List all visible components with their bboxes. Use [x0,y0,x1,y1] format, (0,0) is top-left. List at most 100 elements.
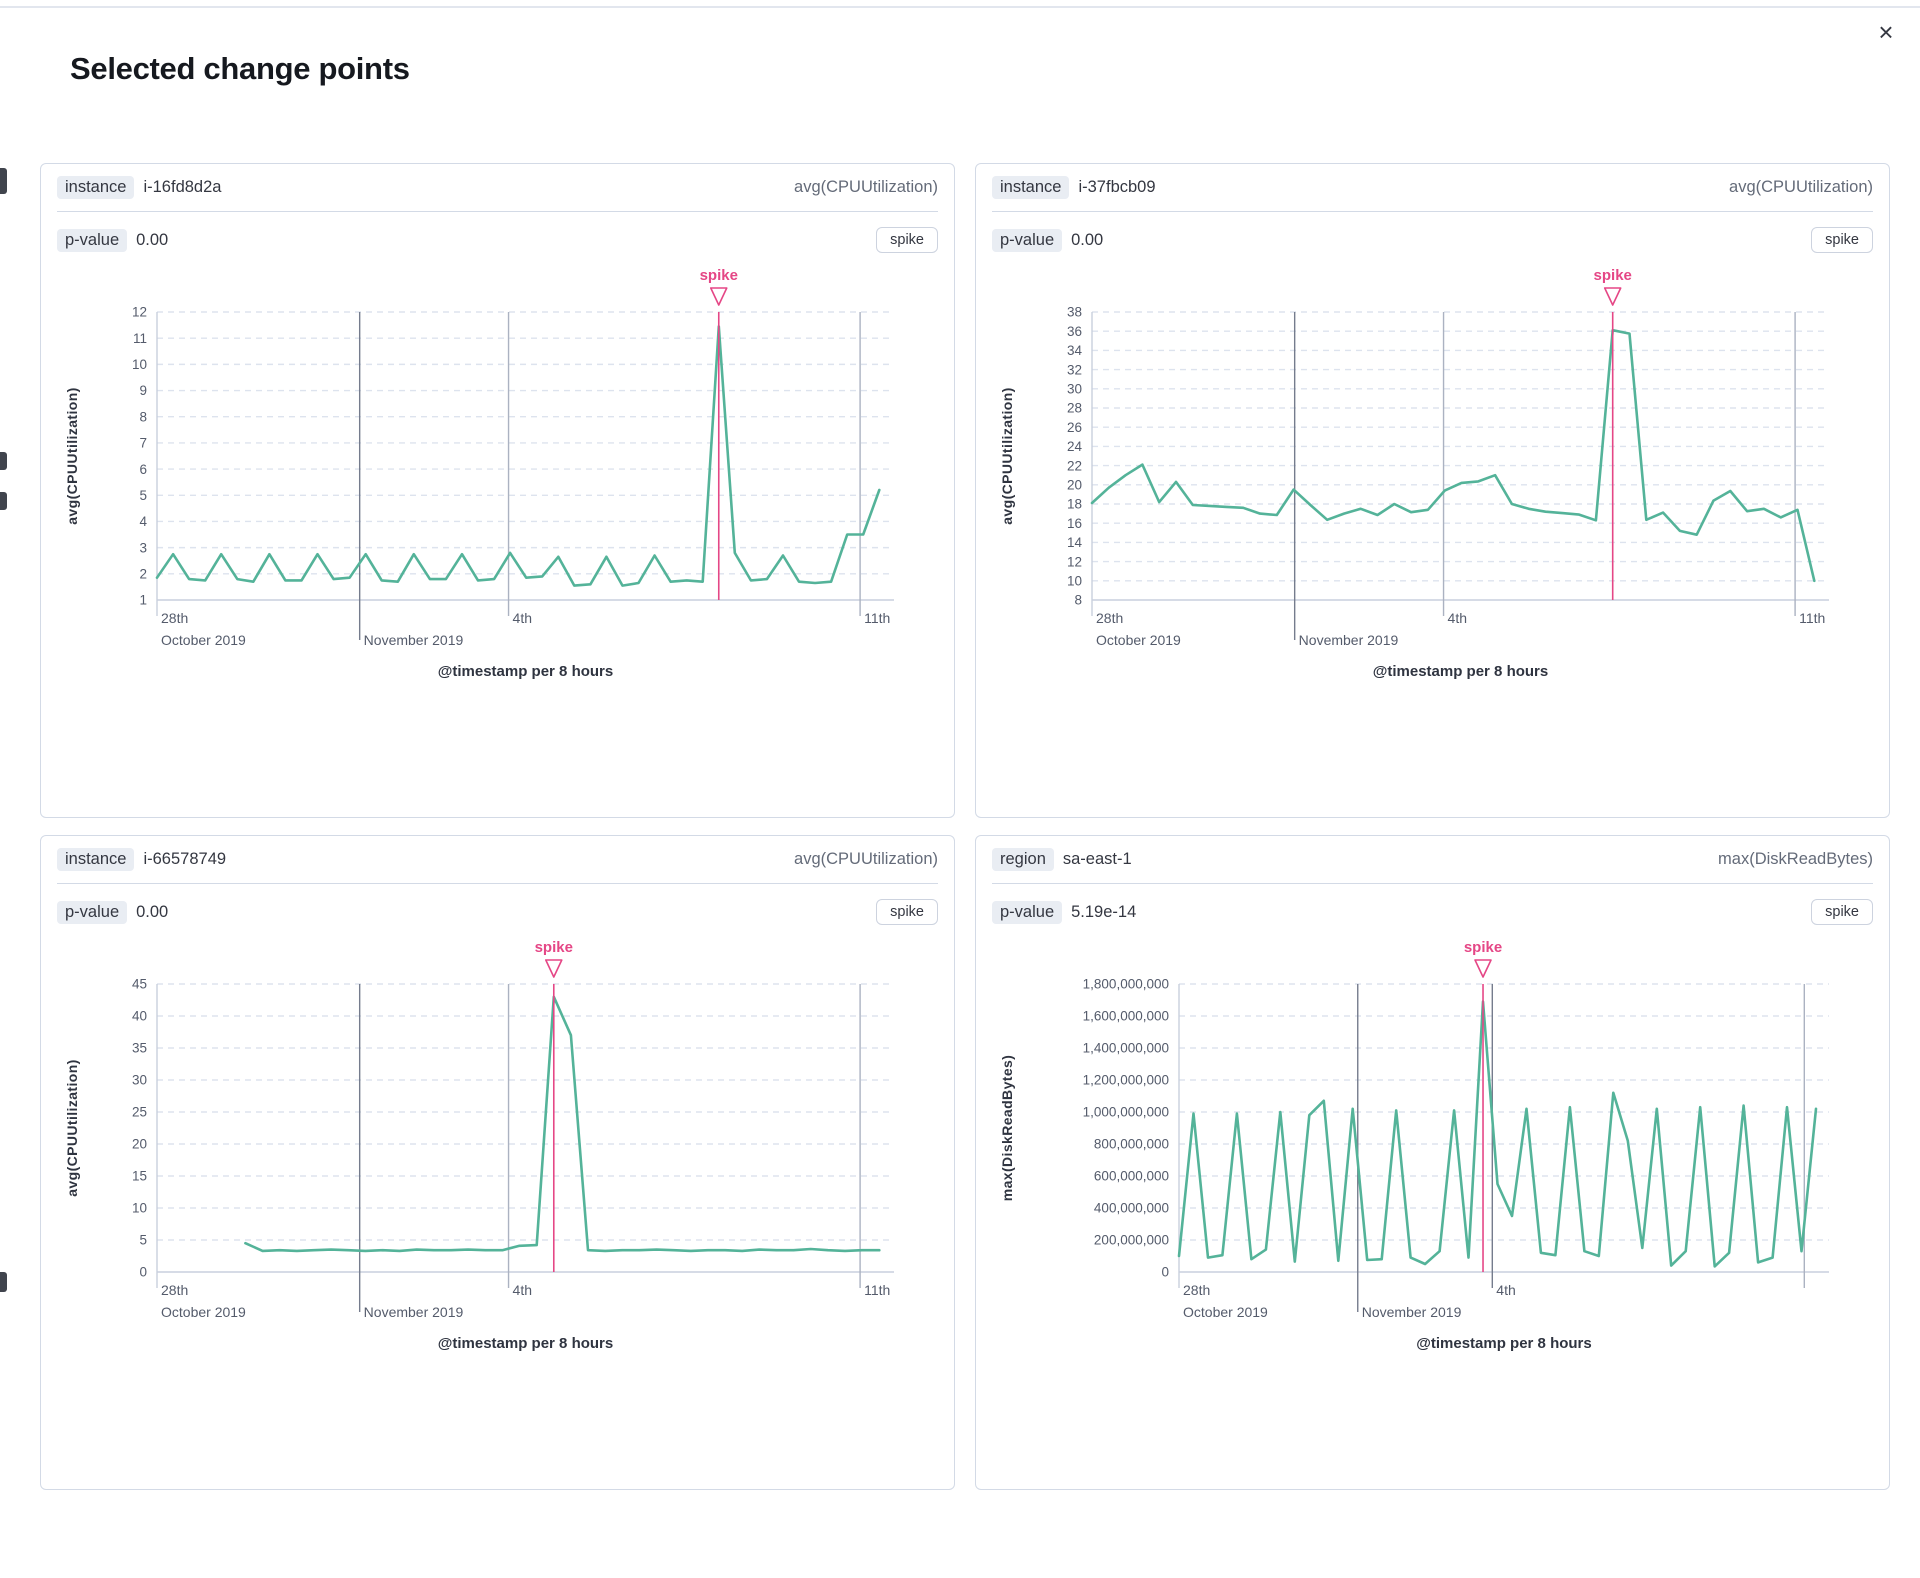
svg-text:5: 5 [139,488,147,503]
series-line [1177,1000,1818,1268]
svg-text:40: 40 [132,1009,147,1024]
x-axis-title: @timestamp per 8 hours [1416,1335,1592,1352]
svg-text:4th: 4th [1496,1282,1515,1298]
change-point-chart: 0 5 10 15 20 25 30 35 40 45 28th October 2019 Novemb… [57,934,938,1371]
svg-text:28th: 28th [161,610,188,626]
pvalue-value: 0.00 [1071,230,1104,249]
key-badge: instance [992,176,1070,199]
pvalue-value: 0.00 [136,230,169,249]
spike-button[interactable]: spike [1811,227,1873,253]
change-point-chart: 0 200,000,000 400,000,000 600,000,000 800,00… [992,934,1873,1371]
key-badge: instance [57,848,135,871]
svg-text:7: 7 [139,436,147,451]
svg-text:4th: 4th [513,610,532,626]
svg-text:28: 28 [1067,401,1082,416]
svg-text:4th: 4th [513,1282,532,1298]
svg-text:1,400,000,000: 1,400,000,000 [1083,1041,1169,1056]
svg-text:28th: 28th [1096,610,1123,626]
pvalue-badge: p-value [57,900,128,924]
svg-text:10: 10 [132,1201,147,1216]
background-page-fragment [0,1272,7,1292]
metric-label: avg(CPUUtilization) [794,850,938,868]
svg-text:30: 30 [1067,382,1082,397]
y-axis-title: max(DiskReadBytes) [999,1055,1015,1201]
svg-text:36: 36 [1067,324,1082,339]
svg-text:12: 12 [132,305,147,320]
pvalue-row: p-value 0.00 spike [57,896,938,928]
metric-label: avg(CPUUtilization) [1729,178,1873,196]
background-page-fragment [0,452,7,470]
series-line [155,325,881,587]
background-page-fragment [0,492,7,510]
svg-text:200,000,000: 200,000,000 [1094,1233,1169,1248]
svg-text:8: 8 [139,409,147,424]
svg-text:600,000,000: 600,000,000 [1094,1169,1169,1184]
svg-text:November 2019: November 2019 [1362,1304,1462,1320]
svg-text:16: 16 [1067,516,1082,531]
svg-text:28th: 28th [1183,1282,1210,1298]
svg-text:12: 12 [1067,554,1082,569]
svg-text:26: 26 [1067,420,1082,435]
spike-annotation-label: spike [1464,939,1502,956]
card-header: instance i-37fbcb09 avg(CPUUtilization) [992,164,1873,212]
spike-marker-icon [709,287,728,306]
pvalue-row: p-value 5.19e-14 spike [992,896,1873,928]
svg-text:10: 10 [132,357,147,372]
svg-text:35: 35 [132,1041,147,1056]
spike-marker-icon [1603,287,1622,306]
metric-label: max(DiskReadBytes) [1718,850,1873,868]
svg-text:1,200,000,000: 1,200,000,000 [1083,1073,1169,1088]
modal-title: Selected change points [70,50,410,86]
change-point-cards-grid: instance i-16fd8d2a avg(CPUUtilization) … [40,163,1890,1490]
svg-text:6: 6 [139,462,147,477]
svg-text:October 2019: October 2019 [161,1304,246,1320]
change-point-card-1: instance i-16fd8d2a avg(CPUUtilization) … [40,163,955,818]
spike-annotation-label: spike [535,939,573,956]
pvalue-row: p-value 0.00 spike [992,224,1873,256]
spike-annotation-label: spike [700,267,738,284]
svg-text:9: 9 [139,383,147,398]
svg-text:800,000,000: 800,000,000 [1094,1137,1169,1152]
spike-button[interactable]: spike [876,227,938,253]
y-axis-title: avg(CPUUtilization) [64,387,80,525]
svg-text:4th: 4th [1448,610,1467,626]
svg-text:32: 32 [1067,362,1082,377]
svg-text:2: 2 [139,567,147,582]
svg-text:11th: 11th [1799,610,1825,626]
key-value: i-16fd8d2a [143,178,222,196]
card-header: instance i-66578749 avg(CPUUtilization) [57,836,938,884]
svg-text:45: 45 [132,977,147,992]
svg-text:November 2019: November 2019 [1299,632,1399,648]
svg-text:30: 30 [132,1073,147,1088]
svg-text:22: 22 [1067,458,1082,473]
svg-text:14: 14 [1067,535,1083,550]
spike-annotation-label: spike [1594,267,1632,284]
pvalue-row: p-value 0.00 spike [57,224,938,256]
close-icon[interactable]: × [1868,14,1904,50]
card-header: instance i-16fd8d2a avg(CPUUtilization) [57,164,938,212]
spike-button[interactable]: spike [1811,899,1873,925]
change-point-card-4: region sa-east-1 max(DiskReadBytes) p-va… [975,835,1890,1490]
key-badge: instance [57,176,135,199]
svg-text:18: 18 [1067,497,1082,512]
svg-text:3: 3 [139,540,147,555]
spike-marker-icon [544,959,563,978]
x-axis-title: @timestamp per 8 hours [438,1335,614,1352]
key-value: i-66578749 [143,850,227,868]
svg-text:1,000,000,000: 1,000,000,000 [1083,1105,1169,1120]
change-point-chart: 1 2 3 4 5 6 7 8 9 10 11 12 28th October 2019 November … [57,262,938,699]
svg-text:11: 11 [133,331,147,346]
svg-text:400,000,000: 400,000,000 [1094,1201,1169,1216]
spike-button[interactable]: spike [876,899,938,925]
svg-text:11th: 11th [864,1282,890,1298]
change-point-card-3: instance i-66578749 avg(CPUUtilization) … [40,835,955,1490]
svg-text:24: 24 [1067,439,1083,454]
svg-text:15: 15 [132,1169,147,1184]
spike-marker-icon [1474,959,1492,978]
change-point-card-2: instance i-37fbcb09 avg(CPUUtilization) … [975,163,1890,818]
svg-text:0: 0 [139,1265,147,1280]
metric-label: avg(CPUUtilization) [794,178,938,196]
svg-text:5: 5 [139,1233,147,1248]
svg-text:1,800,000,000: 1,800,000,000 [1083,977,1169,992]
svg-text:October 2019: October 2019 [161,632,246,648]
